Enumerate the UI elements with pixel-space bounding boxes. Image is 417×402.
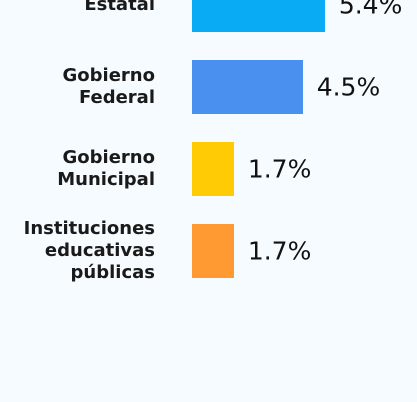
value-label: 5.4% xyxy=(338,0,403,20)
value-label: 1.7% xyxy=(247,236,312,266)
bar xyxy=(192,60,303,114)
category-label: Gobierno Municipal xyxy=(57,147,156,190)
category-label: Estatal xyxy=(84,0,155,15)
bar xyxy=(192,0,325,32)
bar xyxy=(192,224,234,278)
bar xyxy=(192,142,234,196)
value-label: 1.7% xyxy=(247,154,312,184)
category-label: Instituciones educativas públicas xyxy=(23,218,155,283)
value-label: 4.5% xyxy=(316,72,381,102)
category-label: Gobierno Federal xyxy=(62,65,155,108)
